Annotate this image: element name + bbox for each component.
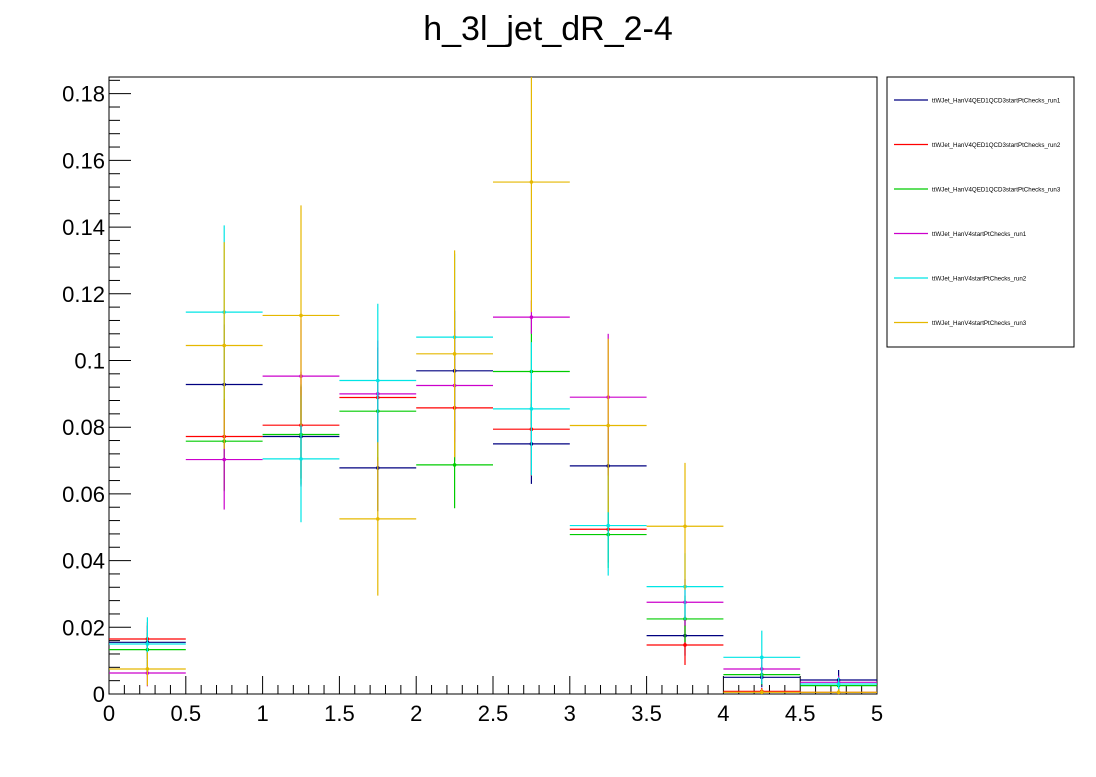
legend-label: ttWJet_HanV4startPtChecks_run1 (932, 231, 1027, 238)
data-point (836, 690, 841, 695)
data-point (529, 180, 534, 184)
legend-entries: ttWJet_HanV4QED1QCD3startPtChecks_run1tt… (894, 98, 1061, 327)
data-point (606, 423, 610, 428)
legend-label: ttWJet_HanV4startPtChecks_run3 (932, 320, 1027, 327)
x-tick-label: 2.5 (478, 701, 509, 726)
x-tick-label: 0.5 (171, 701, 202, 726)
x-tick-label: 2 (410, 701, 422, 726)
x-tick-label: 3 (564, 701, 576, 726)
x-tick-label: 0 (103, 701, 115, 726)
data-point (529, 407, 534, 411)
data-point (452, 352, 457, 356)
data-point (760, 690, 764, 695)
axis-ticks (108, 79, 878, 695)
y-tick-label: 0.14 (62, 215, 105, 240)
data-point (222, 457, 226, 462)
y-tick-label: 0.16 (62, 148, 105, 173)
legend: ttWJet_HanV4QED1QCD3startPtChecks_run1tt… (886, 76, 1075, 348)
x-tick-label: 4 (717, 701, 729, 726)
data-point (836, 682, 841, 686)
y-tick-label: 0.1 (74, 348, 105, 373)
data-point (222, 343, 226, 348)
data-point (760, 655, 764, 660)
data-point (299, 313, 303, 318)
y-tick-label: 0.02 (62, 615, 105, 640)
legend-label: ttWJet_HanV4QED1QCD3startPtChecks_run2 (932, 142, 1061, 149)
y-tick-label: 0.08 (62, 415, 105, 440)
chart-title: h_3l_jet_dR_2-4 (423, 10, 673, 48)
y-tick-label: 0.12 (62, 282, 105, 307)
data-point (376, 517, 380, 521)
data-point (145, 642, 150, 646)
data-point (299, 457, 303, 461)
x-tick-label: 4.5 (785, 701, 816, 726)
y-tick-label: 0.04 (62, 549, 105, 574)
legend-box (886, 76, 1075, 348)
data-point (606, 523, 610, 528)
y-tick-label: 0 (93, 682, 105, 707)
y-tick-label: 0.18 (62, 82, 105, 107)
data-point (376, 378, 380, 383)
legend-label: ttWJet_HanV4startPtChecks_run2 (932, 276, 1027, 283)
data-point (683, 643, 687, 647)
data-point (529, 315, 534, 319)
legend-label: ttWJet_HanV4QED1QCD3startPtChecks_run3 (932, 187, 1061, 194)
data-point (683, 524, 687, 529)
series-6 (109, 77, 877, 695)
x-tick-label: 1.5 (324, 701, 355, 726)
series-layer (109, 77, 877, 695)
x-tick-label: 3.5 (631, 701, 662, 726)
legend-label: ttWJet_HanV4QED1QCD3startPtChecks_run1 (932, 98, 1061, 105)
tick-labels: 0 0.5 1 1.5 2 2.5 3 3.5 4 4.5 5 0 0.02 0.04 0.06 0.08 0.… (62, 82, 883, 726)
data-point (145, 667, 150, 671)
y-tick-label: 0.06 (62, 482, 105, 507)
x-tick-label: 5 (871, 701, 883, 726)
data-point (452, 463, 457, 467)
x-tick-label: 1 (256, 701, 268, 726)
